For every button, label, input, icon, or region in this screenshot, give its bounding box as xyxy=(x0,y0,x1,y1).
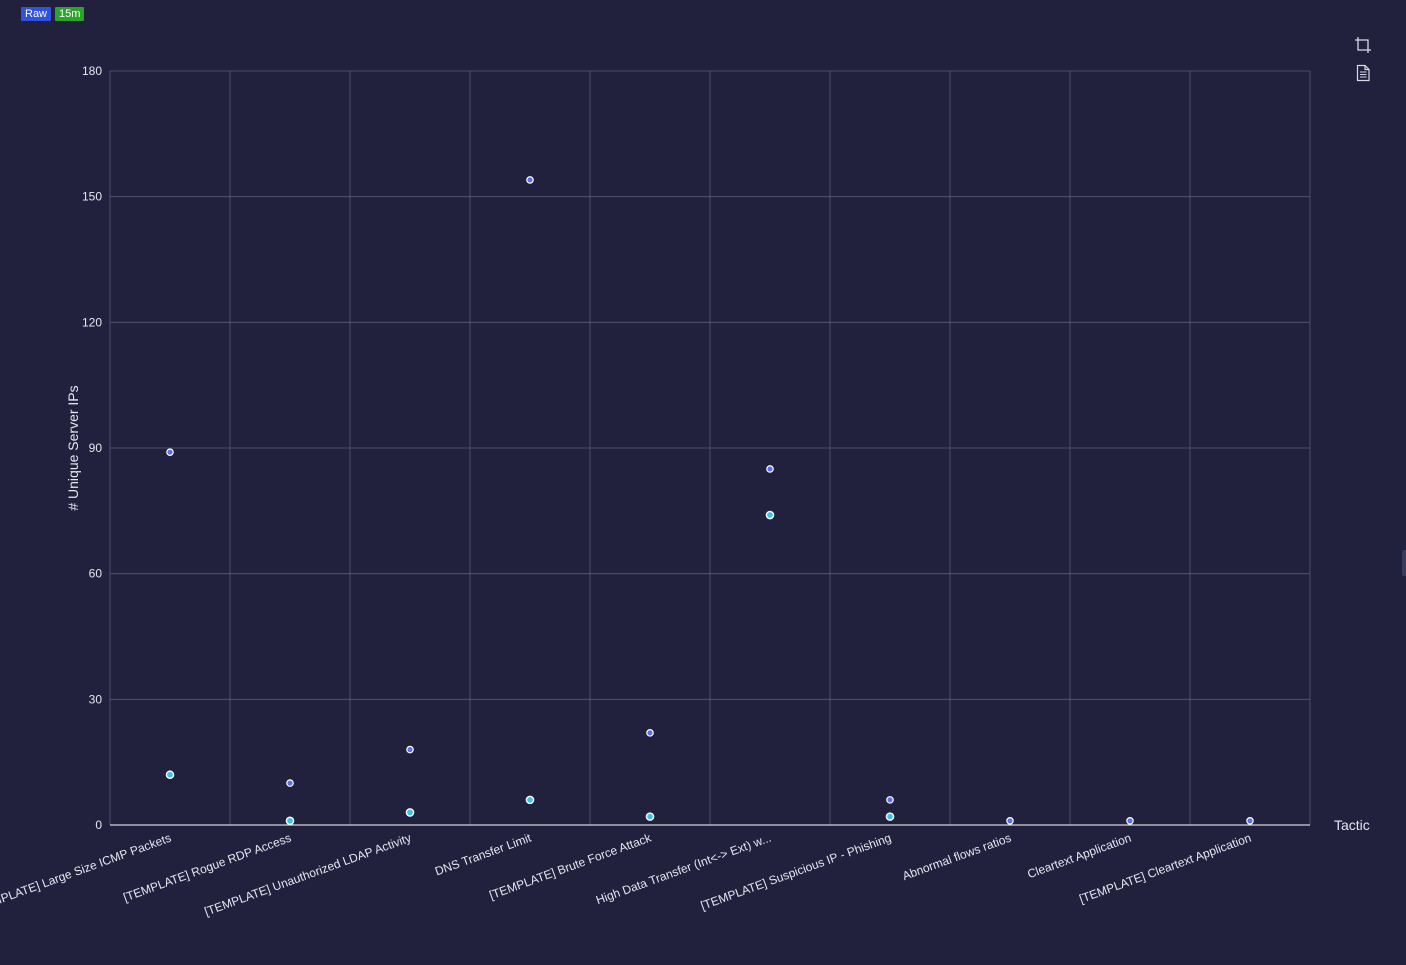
y-tick-label: 90 xyxy=(89,441,103,455)
resize-handle[interactable] xyxy=(1402,550,1406,576)
data-points xyxy=(165,176,1254,826)
y-tick-label: 150 xyxy=(82,190,102,204)
y-tick-label: 0 xyxy=(95,818,102,832)
x-tick-label: DNS Transfer Limit xyxy=(433,830,534,878)
grid-lines xyxy=(109,70,1311,826)
data-point[interactable] xyxy=(285,816,295,826)
y-axis-label: # Unique Server IPs xyxy=(65,385,81,510)
data-point[interactable] xyxy=(526,176,534,184)
x-tick-label: [TEMPLATE] Unauthorized LDAP Activity xyxy=(202,831,413,919)
x-tick-labels: [TEMPLATE] Large Size ICMP Packets [TEMPL… xyxy=(0,830,1253,918)
document-icon[interactable] xyxy=(1354,64,1372,82)
crop-icon[interactable] xyxy=(1354,36,1372,54)
data-point[interactable] xyxy=(525,795,535,805)
data-point[interactable] xyxy=(645,812,655,821)
data-point[interactable] xyxy=(1126,817,1134,825)
data-point[interactable] xyxy=(286,779,294,787)
x-axis-label: Tactic xyxy=(1334,817,1370,833)
data-point[interactable] xyxy=(1006,817,1014,825)
y-tick-label: 180 xyxy=(82,64,102,78)
x-tick-label: [TEMPLATE] Suspicious IP - Phishing xyxy=(699,831,893,913)
data-point[interactable] xyxy=(766,465,774,473)
data-point[interactable] xyxy=(406,745,414,754)
raw-badge[interactable]: Raw xyxy=(21,7,52,21)
data-point[interactable] xyxy=(765,510,775,520)
time-range-badge[interactable]: 15m xyxy=(55,7,85,21)
chart-toolbox xyxy=(1354,36,1372,82)
data-point[interactable] xyxy=(646,729,654,737)
data-point[interactable] xyxy=(405,808,415,817)
x-tick-label: Abnormal flows ratios xyxy=(900,831,1013,883)
data-point[interactable] xyxy=(885,812,895,821)
badge-group: Raw 15m xyxy=(21,7,85,21)
data-point[interactable] xyxy=(886,796,894,804)
y-tick-labels: 0 30 60 90 120 150 180 xyxy=(82,64,102,832)
x-tick-label: [TEMPLATE] Large Size ICMP Packets xyxy=(0,831,173,916)
data-point[interactable] xyxy=(165,770,175,780)
data-point[interactable] xyxy=(166,448,174,456)
data-point[interactable] xyxy=(1246,817,1254,825)
y-tick-label: 120 xyxy=(82,315,102,329)
x-tick-label: Cleartext Application xyxy=(1025,831,1133,882)
y-tick-label: 60 xyxy=(89,567,103,581)
y-tick-label: 30 xyxy=(89,692,103,706)
